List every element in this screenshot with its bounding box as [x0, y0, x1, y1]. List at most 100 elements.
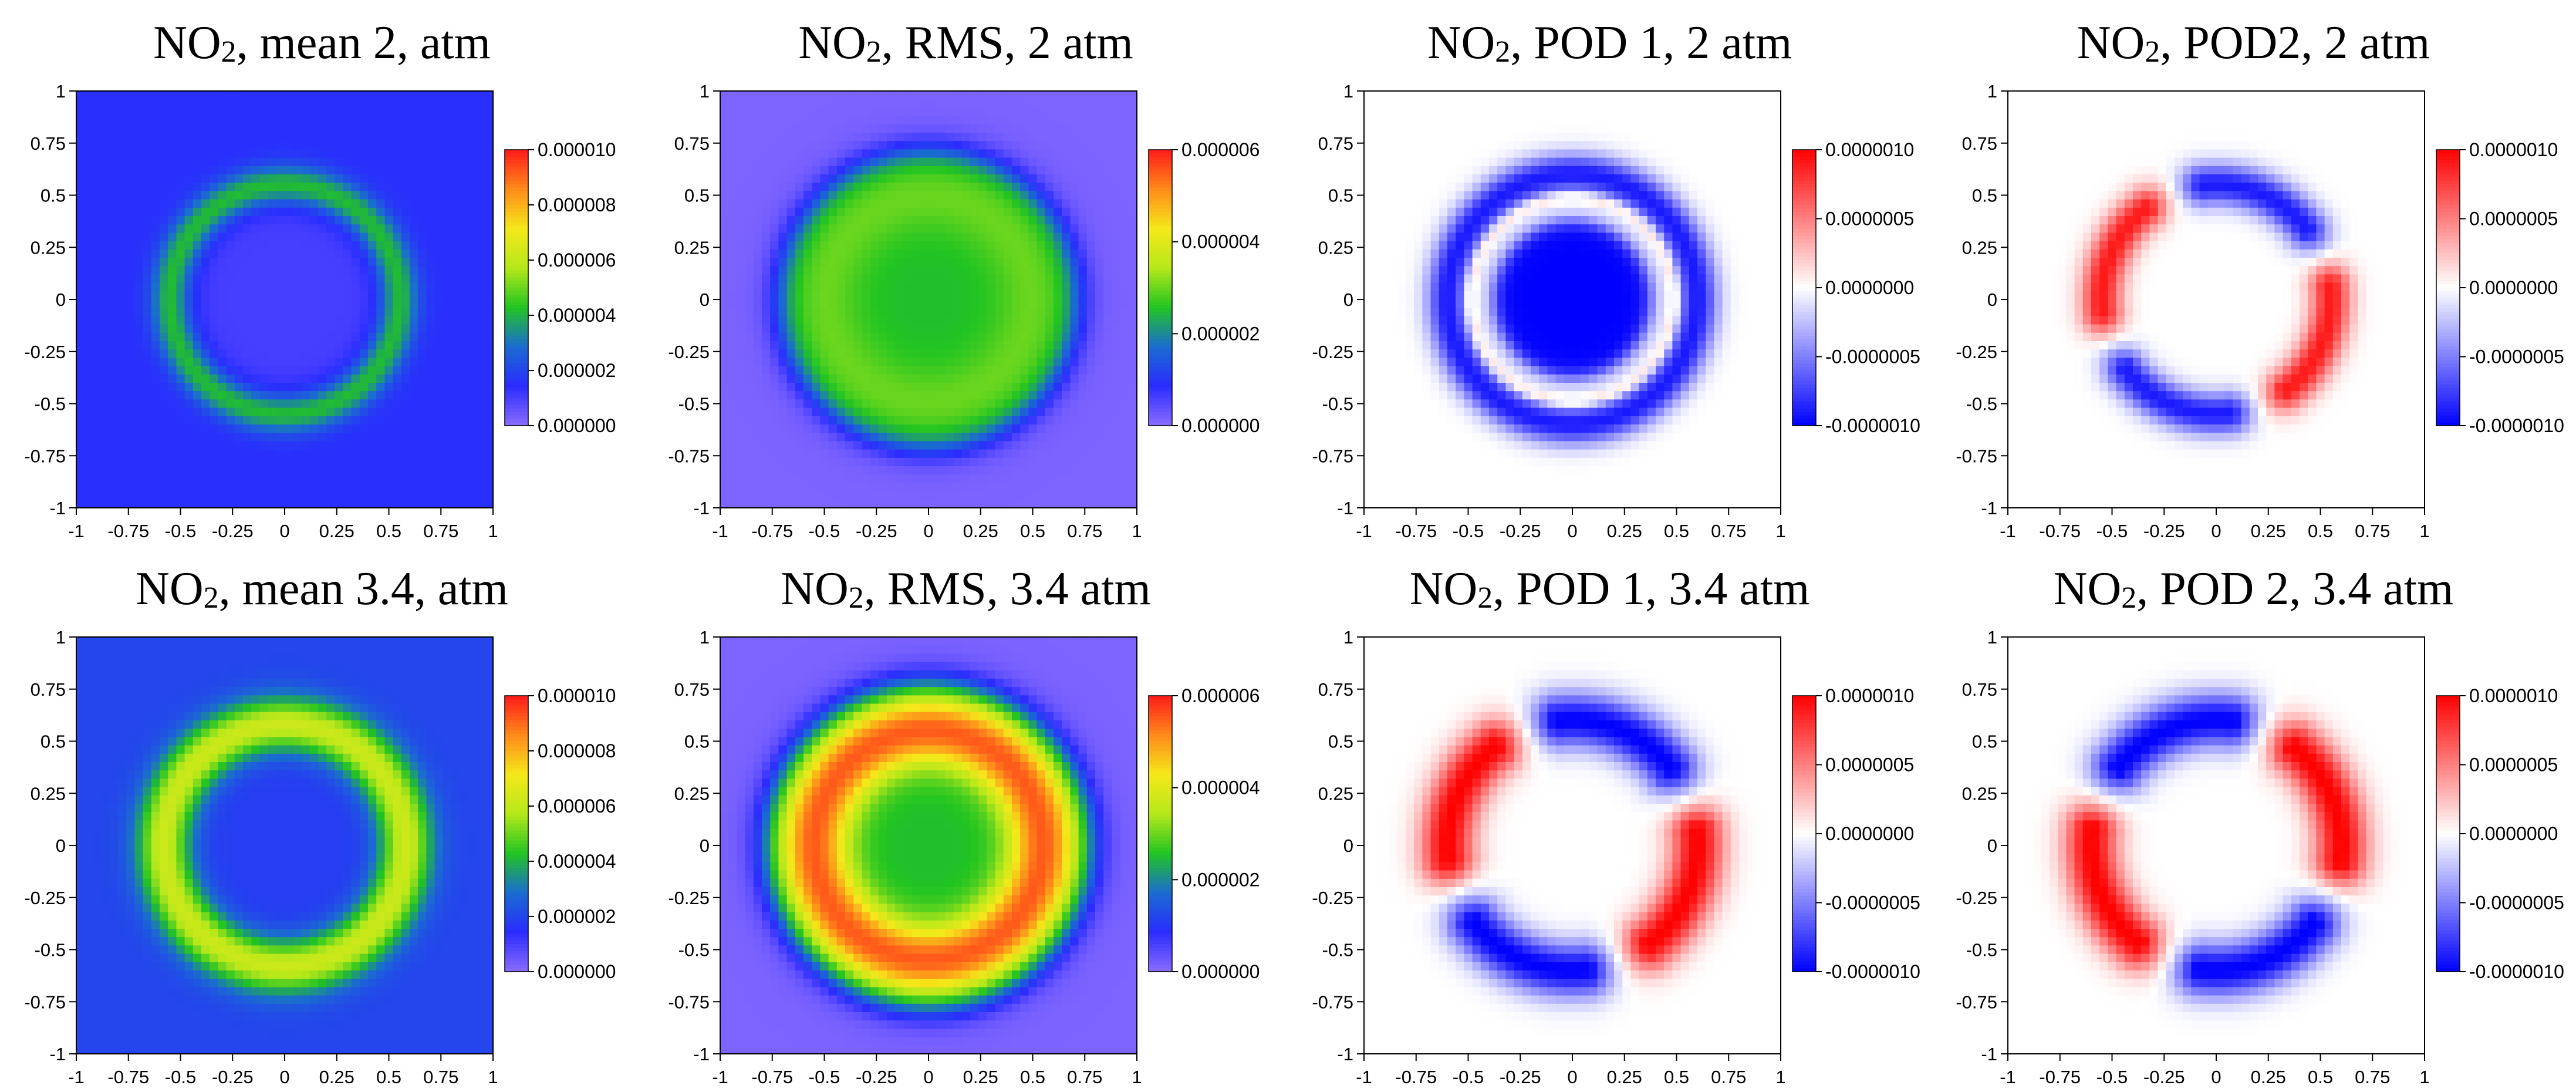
- heatmap-cell: [929, 124, 937, 133]
- heatmap-cell: [434, 424, 444, 433]
- heatmap-cell: [1128, 224, 1137, 233]
- heatmap-cell: [201, 474, 210, 483]
- heatmap-cell: [1045, 441, 1054, 450]
- heatmap-cell: [118, 199, 127, 208]
- heatmap-cell: [218, 491, 227, 500]
- heatmap-cell: [85, 483, 93, 492]
- heatmap-cell: [970, 316, 979, 325]
- heatmap-cell: [745, 324, 754, 333]
- heatmap-cell: [828, 349, 838, 358]
- heatmap-cell: [160, 99, 168, 108]
- heatmap-cell: [1112, 157, 1121, 167]
- heatmap-cell: [184, 258, 194, 267]
- heatmap-cell: [393, 199, 402, 208]
- heatmap-cell: [778, 91, 788, 100]
- heatmap-cell: [1003, 324, 1012, 333]
- heatmap-cell: [1070, 308, 1079, 316]
- heatmap-cell: [862, 466, 871, 475]
- heatmap-cell: [878, 433, 887, 441]
- heatmap-cell: [451, 299, 460, 308]
- heatmap-cell: [109, 149, 119, 159]
- heatmap-cell: [1003, 266, 1012, 275]
- heatmap-cell: [953, 374, 963, 383]
- heatmap-cell: [151, 91, 160, 100]
- heatmap-cell: [1045, 316, 1054, 325]
- heatmap-cell: [384, 133, 394, 141]
- heatmap-cell: [126, 157, 135, 167]
- heatmap-cell: [1112, 424, 1121, 433]
- heatmap-cell: [151, 133, 160, 141]
- heatmap-cell: [828, 341, 838, 350]
- heatmap-cell: [987, 249, 996, 258]
- heatmap-cell: [753, 258, 762, 267]
- heatmap-cell: [93, 383, 102, 392]
- heatmap-cell: [820, 91, 829, 100]
- heatmap-cell: [770, 183, 779, 191]
- heatmap-cell: [335, 474, 343, 483]
- heatmap-cell: [1128, 157, 1137, 167]
- heatmap-cell: [101, 483, 110, 492]
- heatmap-cell: [1103, 91, 1112, 100]
- heatmap-cell: [384, 341, 394, 350]
- heatmap-cell: [937, 341, 946, 350]
- heatmap-cell: [862, 308, 871, 316]
- heatmap-cell: [1078, 449, 1088, 459]
- heatmap-cell: [961, 457, 971, 467]
- colorbar-segment: [505, 415, 528, 419]
- heatmap-cell: [285, 374, 293, 383]
- heatmap-cell: [970, 308, 979, 316]
- heatmap-cell: [451, 216, 460, 225]
- heatmap-cell: [143, 99, 152, 108]
- heatmap-cell: [1003, 116, 1012, 125]
- heatmap-cell: [820, 124, 829, 133]
- heatmap-cell: [401, 449, 410, 459]
- heatmap-cell: [126, 391, 135, 400]
- heatmap-cell: [118, 399, 127, 409]
- heatmap-cell: [226, 457, 235, 467]
- heatmap-cell: [376, 166, 385, 175]
- heatmap-cell: [937, 207, 946, 217]
- heatmap-cell: [812, 249, 821, 258]
- heatmap-cell: [184, 383, 194, 392]
- heatmap-cell: [1120, 416, 1129, 425]
- heatmap-cell: [176, 366, 185, 375]
- heatmap-cell: [426, 232, 435, 242]
- colorbar-segment: [505, 246, 528, 250]
- heatmap-cell: [134, 224, 144, 233]
- heatmap-cell: [1086, 174, 1096, 183]
- heatmap-cell: [143, 483, 152, 492]
- heatmap-cell: [895, 299, 904, 308]
- heatmap-cell: [201, 299, 210, 308]
- heatmap-cell: [160, 133, 168, 141]
- heatmap-cell: [728, 258, 737, 267]
- heatmap-cell: [887, 107, 896, 117]
- heatmap-cell: [193, 282, 202, 292]
- heatmap-cell: [828, 232, 838, 242]
- heatmap-cell: [1028, 316, 1038, 325]
- heatmap-cell: [309, 99, 319, 108]
- heatmap-cell: [101, 183, 110, 191]
- heatmap-cell: [1012, 107, 1021, 117]
- heatmap-cell: [1012, 416, 1021, 425]
- heatmap-cell: [795, 349, 804, 358]
- heatmap-cell: [318, 424, 327, 433]
- heatmap-cell: [920, 324, 929, 333]
- heatmap-cell: [468, 457, 477, 467]
- heatmap-cell: [1086, 358, 1096, 367]
- heatmap-cell: [434, 416, 444, 425]
- heatmap-cell: [1120, 191, 1129, 200]
- heatmap-cell: [476, 99, 485, 108]
- heatmap-cell: [276, 499, 285, 508]
- heatmap-cell: [1112, 99, 1121, 108]
- heatmap-cell: [937, 216, 946, 225]
- heatmap-cell: [836, 216, 846, 225]
- heatmap-cell: [929, 207, 937, 217]
- heatmap-cell: [234, 391, 244, 400]
- heatmap-cell: [451, 258, 460, 267]
- heatmap-cell: [276, 324, 285, 333]
- heatmap-cell: [1020, 107, 1029, 117]
- heatmap-cell: [184, 466, 194, 475]
- heatmap-cell: [76, 374, 85, 383]
- heatmap-cell: [1062, 207, 1071, 217]
- heatmap-cell: [268, 124, 277, 133]
